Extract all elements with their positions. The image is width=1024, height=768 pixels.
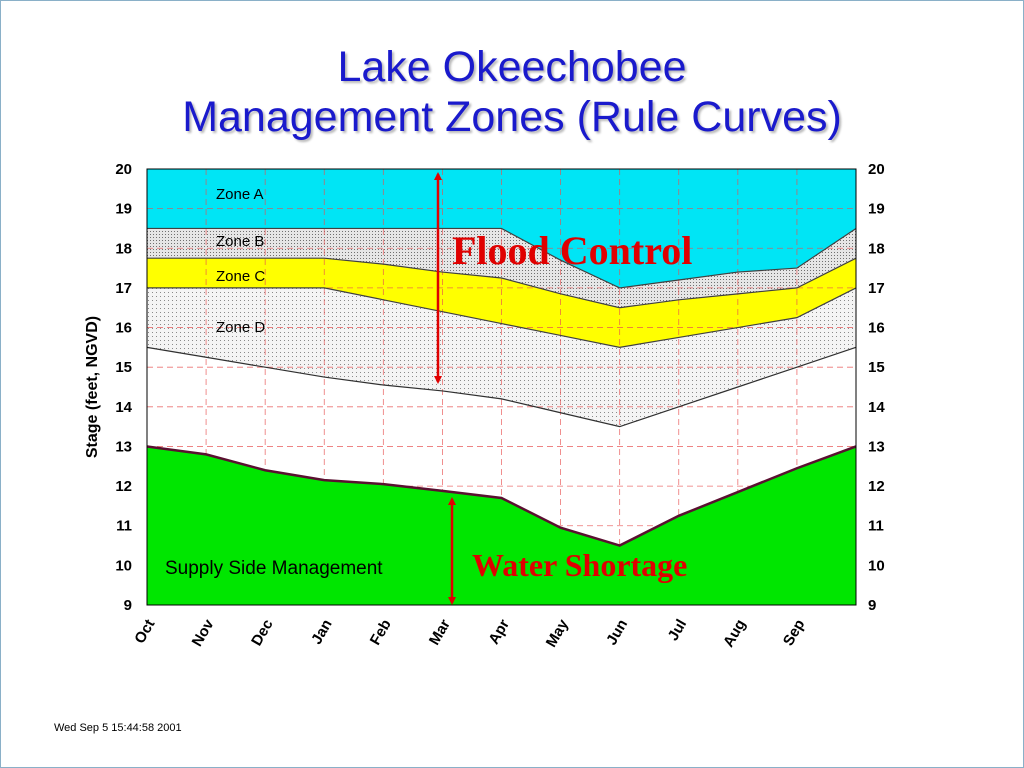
title-line-2: Management Zones (Rule Curves) — [182, 93, 842, 141]
water-shortage-band — [147, 446, 856, 605]
x-tick-label: Aug — [720, 617, 749, 651]
y-tick-label-left: 15 — [115, 359, 132, 376]
y-tick-label-right: 13 — [868, 438, 885, 455]
y-tick-label-right: 9 — [868, 597, 876, 614]
timestamp: Wed Sep 5 15:44:58 2001 — [54, 722, 182, 734]
x-tick-label: Oct — [131, 617, 158, 647]
y-tick-label-left: 12 — [115, 478, 132, 495]
y-tick-label-left: 11 — [116, 518, 132, 535]
zone-d-lower-boundary — [146, 346, 857, 428]
plot-frame — [146, 168, 857, 606]
y-tick-label-right: 10 — [868, 557, 885, 574]
zone-c-label: Zone C — [216, 268, 265, 285]
y-tick-label-left: 10 — [115, 557, 132, 574]
y-tick-label-right: 11 — [868, 518, 884, 535]
x-tick-label: Dec — [248, 617, 276, 649]
x-tick-label: Sep — [780, 617, 808, 649]
zone-c-d-boundary — [147, 287, 857, 348]
x-tick-label: May — [543, 616, 573, 650]
y-tick-label-left: 20 — [115, 161, 132, 178]
x-tick-label: Jul — [665, 617, 691, 644]
supply-side-label: Supply Side Management — [165, 558, 383, 579]
x-tick-label: Apr — [485, 616, 513, 647]
y-tick-label-right: 12 — [868, 478, 885, 495]
y-tick-label-right: 17 — [868, 280, 885, 297]
flood-control-label: Flood Control — [452, 228, 692, 273]
y-tick-label-right: 20 — [868, 161, 885, 178]
y-tick-label-right: 15 — [868, 359, 885, 376]
water-shortage-label: Water Shortage — [472, 547, 687, 583]
y-tick-label-left: 17 — [115, 280, 132, 297]
y-tick-label-right: 18 — [868, 240, 885, 257]
y-tick-label-right: 16 — [868, 320, 885, 337]
zone-b-label: Zone B — [216, 233, 264, 250]
y-tick-label-right: 14 — [868, 399, 885, 416]
y-axis-label: Stage (feet, NGVD) — [84, 316, 101, 458]
x-tick-label: Nov — [189, 616, 218, 650]
zone-a-b-boundary — [147, 227, 857, 289]
y-tick-label-left: 18 — [115, 240, 132, 257]
x-tick-label: Jan — [308, 617, 336, 648]
y-tick-label-left: 14 — [115, 399, 132, 416]
x-tick-label: Mar — [426, 616, 454, 648]
y-tick-label-left: 16 — [115, 320, 132, 337]
zone-a-label: Zone A — [216, 186, 264, 203]
y-tick-label-left: 9 — [124, 597, 132, 614]
chart-title: Lake Okeechobee Management Zones (Rule C… — [0, 42, 1024, 142]
zone-b-c-boundary — [147, 257, 857, 309]
y-tick-label-left: 19 — [115, 201, 132, 218]
title-line-1: Lake Okeechobee — [337, 43, 687, 91]
zone-d-label: Zone D — [216, 319, 265, 336]
y-tick-label-left: 13 — [115, 438, 132, 455]
x-tick-label: Feb — [367, 617, 395, 649]
water-shortage-boundary — [146, 445, 857, 547]
y-tick-label-right: 19 — [868, 201, 885, 218]
x-tick-label: Jun — [603, 617, 631, 649]
